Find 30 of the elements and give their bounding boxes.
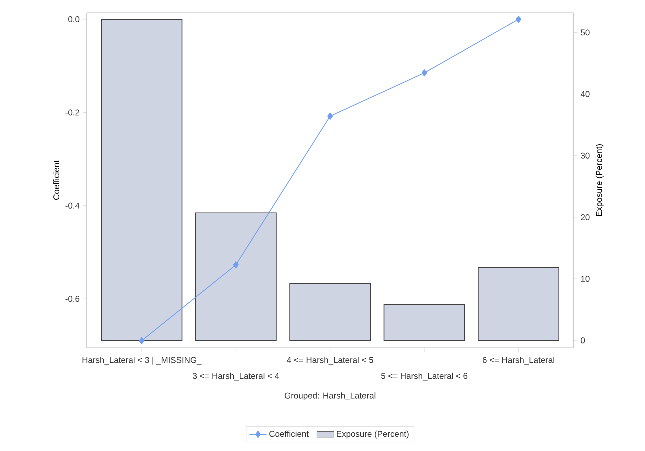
point bbox=[328, 112, 334, 120]
y-tick-label: -0.2 bbox=[66, 110, 80, 116]
bar bbox=[101, 19, 183, 341]
y2-tick-label: 0 bbox=[581, 338, 586, 344]
bar bbox=[195, 212, 277, 341]
point bbox=[139, 337, 145, 345]
point bbox=[516, 16, 522, 24]
legend-label: Exposure (Percent) bbox=[337, 430, 409, 439]
x-tick-label: 6 <= Harsh_Lateral bbox=[482, 356, 554, 365]
bar bbox=[290, 284, 372, 341]
y-tick-label: 0.0 bbox=[68, 16, 80, 23]
point bbox=[233, 261, 239, 269]
x-tick-label: 3 <= Harsh_Lateral < 4 bbox=[193, 372, 280, 381]
y2-axis-title: Exposure (Percent) bbox=[596, 144, 604, 216]
y2-tick-label: 30 bbox=[581, 152, 590, 159]
y-tick-label: -0.6 bbox=[66, 296, 80, 302]
x-axis-title: Grouped: Harsh_Lateral bbox=[284, 392, 376, 400]
bar bbox=[478, 268, 560, 341]
x-tick-label: 5 <= Harsh_Lateral < 6 bbox=[381, 372, 468, 381]
x-tick-label: 4 <= Harsh_Lateral < 5 bbox=[287, 356, 374, 365]
y-axis-title: Coefficient bbox=[53, 160, 60, 200]
y2-tick-label: 20 bbox=[581, 214, 590, 220]
y2-tick-label: 40 bbox=[580, 91, 590, 98]
y2-tick-label: 50 bbox=[581, 30, 590, 36]
y-tick-label: -0.4 bbox=[66, 202, 80, 209]
x-tick-label: Harsh_Lateral < 3 | _MISSING_ bbox=[82, 356, 202, 365]
y2-tick-label: 10 bbox=[581, 276, 590, 282]
bar bbox=[384, 304, 466, 341]
point bbox=[422, 69, 428, 77]
legend-label: Coefficient bbox=[270, 430, 309, 438]
